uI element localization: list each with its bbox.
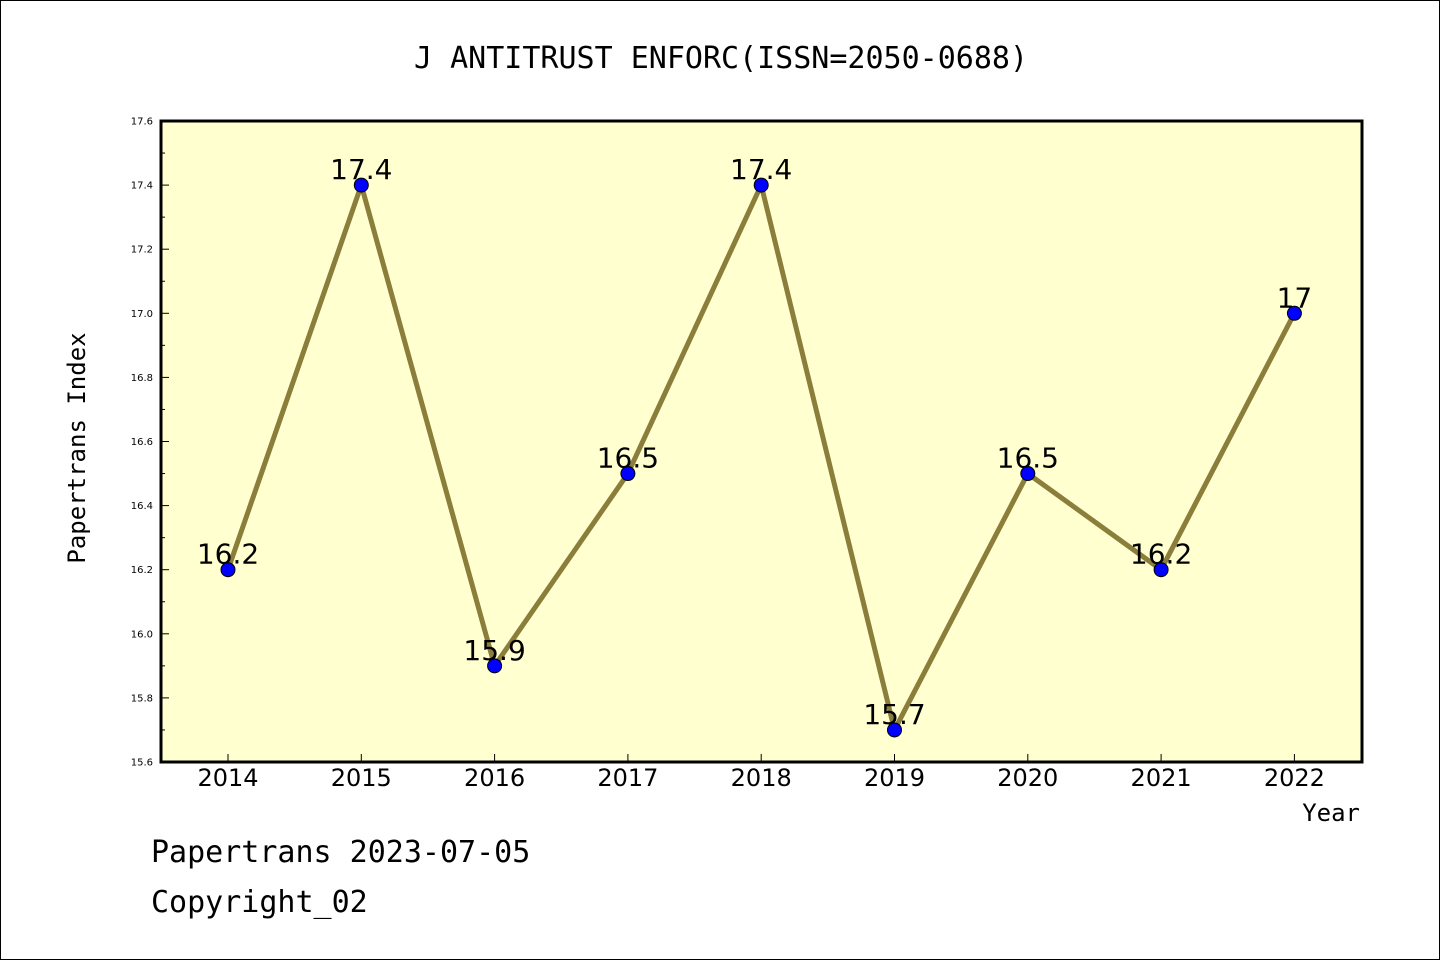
data-point xyxy=(887,722,902,738)
data-label: 16.2 xyxy=(1130,538,1192,571)
x-axis: 2014 2015 2016 2017 2018 2019 2020 2021 2022 xyxy=(197,754,1325,792)
y-axis: 15.6 15.8 16.0 16.2 16.4 16.6 16.8 17.0 17.2 17.4… xyxy=(131,117,169,769)
data-label: 17 xyxy=(1277,281,1313,314)
data-point xyxy=(487,658,503,674)
plot-area xyxy=(159,119,1364,764)
data-point xyxy=(753,177,769,193)
data-point xyxy=(1286,305,1302,321)
data-label: 16.5 xyxy=(597,442,659,475)
x-tick-label: 2016 xyxy=(464,764,525,792)
data-point xyxy=(620,466,636,482)
x-tick-label: 2018 xyxy=(731,764,792,792)
y-tick-label: 17.2 xyxy=(131,245,153,256)
y-tick-label: 16.6 xyxy=(131,437,153,448)
x-tick-label: 2022 xyxy=(1264,764,1325,792)
y-tick-label: 17.4 xyxy=(131,181,153,192)
x-tick-label: 2021 xyxy=(1131,764,1192,792)
y-tick-label: 17.6 xyxy=(131,117,153,128)
data-point xyxy=(1020,466,1036,482)
data-label: 16.5 xyxy=(997,442,1059,475)
data-label: 17.4 xyxy=(330,153,392,186)
y-axis-label: Papertrans Index xyxy=(63,332,91,563)
x-tick-label: 2019 xyxy=(864,764,925,792)
data-point xyxy=(1153,562,1169,578)
data-point xyxy=(353,177,369,193)
y-tick-label: 16.4 xyxy=(131,501,153,512)
data-markers xyxy=(220,177,1302,738)
y-tick-label: 15.6 xyxy=(131,758,153,769)
footer-copyright: Copyright_02 xyxy=(151,885,368,920)
data-label: 15.7 xyxy=(863,698,925,731)
y-tick-label: 17.0 xyxy=(131,309,153,320)
y-tick-label: 15.8 xyxy=(131,693,153,704)
data-label: 15.9 xyxy=(463,634,525,667)
x-axis-label: Year xyxy=(1302,799,1360,827)
x-tick-label: 2015 xyxy=(331,764,392,792)
y-tick-label: 16.0 xyxy=(131,629,153,640)
chart-title: J ANTITRUST ENFORC(ISSN=2050-0688) xyxy=(414,41,1028,76)
footer-date: Papertrans 2023-07-05 xyxy=(151,835,531,870)
y-tick-label: 16.2 xyxy=(131,565,153,576)
data-labels: 16.2 17.4 15.9 16.5 17.4 15.7 16.5 16.2 17 xyxy=(197,153,1312,731)
data-label: 17.4 xyxy=(730,153,792,186)
x-tick-label: 2017 xyxy=(597,764,658,792)
data-point xyxy=(220,562,236,578)
y-tick-label: 16.8 xyxy=(131,373,153,384)
x-tick-label: 2014 xyxy=(197,764,258,792)
x-tick-label: 2020 xyxy=(997,764,1058,792)
data-label: 16.2 xyxy=(197,538,259,571)
